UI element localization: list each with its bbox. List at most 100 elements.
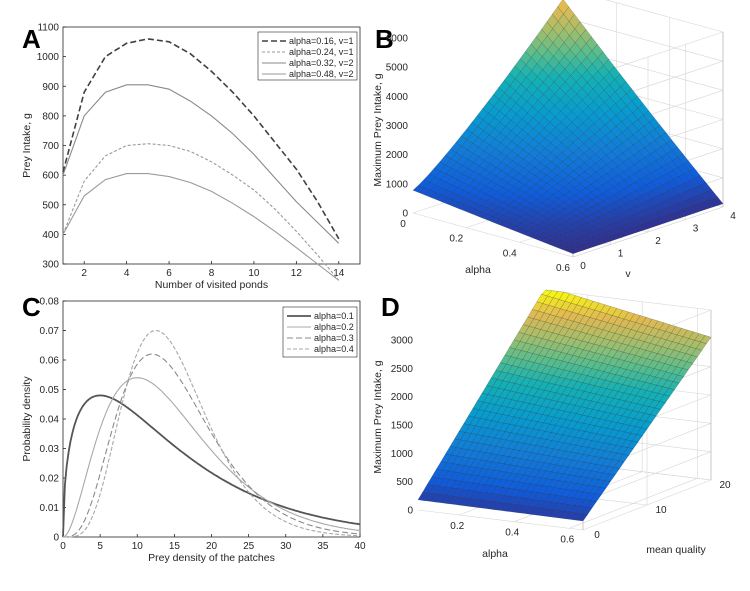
panel-d-grid-line xyxy=(417,509,584,531)
panel-a-legend-entry: alpha=0.16, v=1 xyxy=(289,36,354,46)
panel-b-ztick-label: 2000 xyxy=(386,150,409,161)
panel-a-ytick-label: 900 xyxy=(42,82,59,93)
panel-b-ztick-label: 1000 xyxy=(386,179,409,190)
panel-c-ytick-label: 0.05 xyxy=(40,385,60,396)
panel-d-ztick-label: 2500 xyxy=(391,364,414,375)
panel-b-surface-cell xyxy=(412,185,425,193)
panel-c-xtick-label: 5 xyxy=(97,541,103,552)
panel-b-grid-line xyxy=(412,212,574,258)
panel-a-xtick-label: 4 xyxy=(124,268,130,279)
panel-c-series-line-2 xyxy=(62,377,361,538)
panel-a-series-line-4 xyxy=(62,173,340,281)
panel-d-ztick-label: 3000 xyxy=(391,336,414,347)
panel-a-xlabel: Number of visited ponds xyxy=(155,279,268,291)
panel-d-ztick-label: 2000 xyxy=(391,392,414,403)
panel-b-xtick-label: 0 xyxy=(400,219,406,230)
panel-a-ytick-label: 800 xyxy=(42,111,59,122)
panel-c-ytick-label: 0.02 xyxy=(40,474,60,485)
panel-c-legend-entry: alpha=0.1 xyxy=(314,311,354,321)
panel-a-legend-entry: alpha=0.48, v=2 xyxy=(289,69,354,79)
panel-d-ylabel: mean quality xyxy=(646,544,706,556)
panel-d-ytick-label: 20 xyxy=(719,480,731,491)
panel-a-ytick-label: 300 xyxy=(42,260,59,271)
panel-b-zlabel: Maximum Prey Intake, g xyxy=(372,73,384,186)
panel-a-xtick-label: 12 xyxy=(291,268,303,279)
panel-b-chart: 0 1000 2000 3000 4000 5000 6000 0 0.2 0.4 0.6 0 1 2 3 4… xyxy=(372,0,736,280)
panel-c-series-line-3 xyxy=(63,353,361,538)
panel-c-ytick-label: 0.07 xyxy=(40,326,60,337)
panel-d-xtick-label: 0.4 xyxy=(505,528,519,539)
panel-b-ytick-label: 3 xyxy=(693,224,699,235)
panel-c-ytick-label: 0.03 xyxy=(40,444,60,455)
panel-a-ytick-label: 500 xyxy=(42,200,59,211)
panel-b-grid-line xyxy=(562,16,724,62)
panel-c-xtick-label: 40 xyxy=(354,541,366,552)
panel-b-ytick-label: 4 xyxy=(730,211,736,222)
panel-b-xtick-label: 0.4 xyxy=(503,248,517,259)
panel-c-xtick-label: 25 xyxy=(243,541,255,552)
panel-b-xtick-label: 0.6 xyxy=(556,263,570,274)
panel-a-ylabel: Prey Intake, g xyxy=(21,113,33,178)
panel-b-ytick-label: 0 xyxy=(580,261,586,272)
panel-a-ytick-label: 600 xyxy=(42,171,59,182)
panel-d-xtick-label: 0.6 xyxy=(560,534,574,545)
panel-d-xlabel: alpha xyxy=(482,548,508,560)
panel-d-zlabel: Maximum Prey Intake, g xyxy=(372,360,384,473)
panel-label-a: A xyxy=(22,24,41,54)
panel-c-xtick-label: 15 xyxy=(169,541,181,552)
panel-d-xtick-label: 0.2 xyxy=(450,521,464,532)
panel-c-ytick-label: 0.06 xyxy=(40,356,60,367)
panel-d-surface-cell xyxy=(417,492,429,501)
panel-c-legend-entry: alpha=0.2 xyxy=(314,322,354,332)
panel-a-legend-entry: alpha=0.24, v=1 xyxy=(289,47,354,57)
panel-d-ztick-label: 0 xyxy=(407,506,413,517)
panel-a-xtick-label: 8 xyxy=(209,268,215,279)
panel-c-legend-entry: alpha=0.4 xyxy=(314,344,354,354)
panel-a-series-line-1 xyxy=(62,38,340,240)
panel-c-chart: 0 5 10 15 20 25 30 35 40 0 0.01 0.02 0.03 0.04 0.05 0.0… xyxy=(21,297,366,565)
panel-c-ylabel: Probability density xyxy=(21,376,33,462)
panel-d-chart: 0 500 1000 1500 2000 2500 3000 0.2 0.4 0.6 0 10 20 Ma… xyxy=(372,289,731,560)
panel-label-d: D xyxy=(381,292,400,322)
panel-d-ztick-label: 1500 xyxy=(391,421,414,432)
panel-c-xtick-label: 0 xyxy=(60,541,66,552)
panel-b-ytick-label: 1 xyxy=(618,249,624,260)
panel-d-ztick-label: 500 xyxy=(396,477,413,488)
panel-a-chart: 2 4 6 8 10 12 14 300 400 500 600 700 800 900 1000 1100 N… xyxy=(21,23,361,291)
panel-c-ytick-label: 0 xyxy=(53,533,59,544)
panel-d-ytick-label: 0 xyxy=(594,530,600,541)
panel-c-ytick-label: 0.01 xyxy=(40,503,60,514)
panel-c-series-line-4 xyxy=(63,329,361,538)
panel-c-xtick-label: 30 xyxy=(280,541,292,552)
panel-a-ytick-label: 400 xyxy=(42,230,59,241)
panel-b-ztick-label: 5000 xyxy=(386,63,409,74)
panel-a-xtick-label: 6 xyxy=(166,268,172,279)
panel-c-ytick-label: 0.04 xyxy=(40,415,60,426)
panel-a-legend-entry: alpha=0.32, v=2 xyxy=(289,58,354,68)
panel-a-xtick-label: 14 xyxy=(333,268,345,279)
panel-d-ytick-label: 10 xyxy=(655,505,667,516)
panel-a-xtick-label: 2 xyxy=(81,268,87,279)
panel-b-ylabel: v xyxy=(625,268,631,280)
panel-c-ytick-label: 0.08 xyxy=(40,297,60,308)
panel-c-xtick-label: 35 xyxy=(317,541,329,552)
panel-c-xtick-label: 10 xyxy=(132,541,144,552)
panel-c-xlabel: Prey density of the patches xyxy=(148,552,275,564)
panel-b-ztick-label: 3000 xyxy=(386,121,409,132)
panel-a-series-line-2 xyxy=(62,143,340,281)
panel-a-legend xyxy=(257,31,358,81)
panel-b-ztick-label: 0 xyxy=(402,209,408,220)
panel-a-xtick-label: 10 xyxy=(248,268,260,279)
panel-c-legend-entry: alpha=0.3 xyxy=(314,333,354,343)
panel-b-ztick-label: 6000 xyxy=(386,34,409,45)
panel-a-series-line-3 xyxy=(62,84,340,244)
panel-b-xtick-label: 0.2 xyxy=(449,234,463,245)
panel-a-ytick-label: 1100 xyxy=(37,23,59,34)
panel-b-grid-line xyxy=(605,0,724,33)
panel-d-grid-line xyxy=(545,289,712,311)
panel-c-xtick-label: 20 xyxy=(206,541,218,552)
panel-b-ytick-label: 2 xyxy=(655,236,661,247)
panel-b-xlabel: alpha xyxy=(465,264,491,276)
panel-a-ytick-label: 700 xyxy=(42,141,59,152)
